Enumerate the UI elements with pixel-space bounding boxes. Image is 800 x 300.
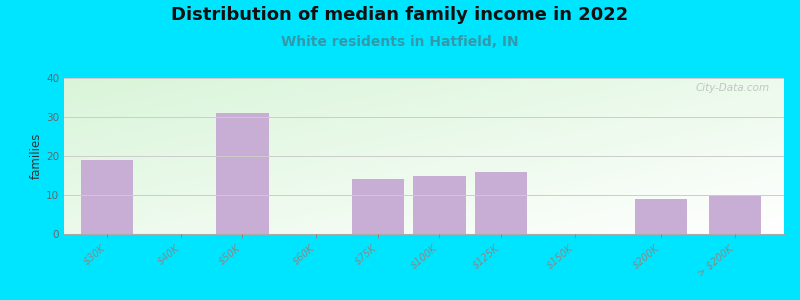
Text: Distribution of median family income in 2022: Distribution of median family income in … xyxy=(171,6,629,24)
Bar xyxy=(352,179,404,234)
Text: City-Data.com: City-Data.com xyxy=(695,83,770,93)
Y-axis label: families: families xyxy=(30,133,43,179)
Bar xyxy=(474,172,527,234)
Text: White residents in Hatfield, IN: White residents in Hatfield, IN xyxy=(281,34,519,49)
Bar xyxy=(216,113,269,234)
Bar xyxy=(709,195,761,234)
Bar xyxy=(634,199,687,234)
Bar xyxy=(414,176,466,234)
Bar xyxy=(81,160,134,234)
